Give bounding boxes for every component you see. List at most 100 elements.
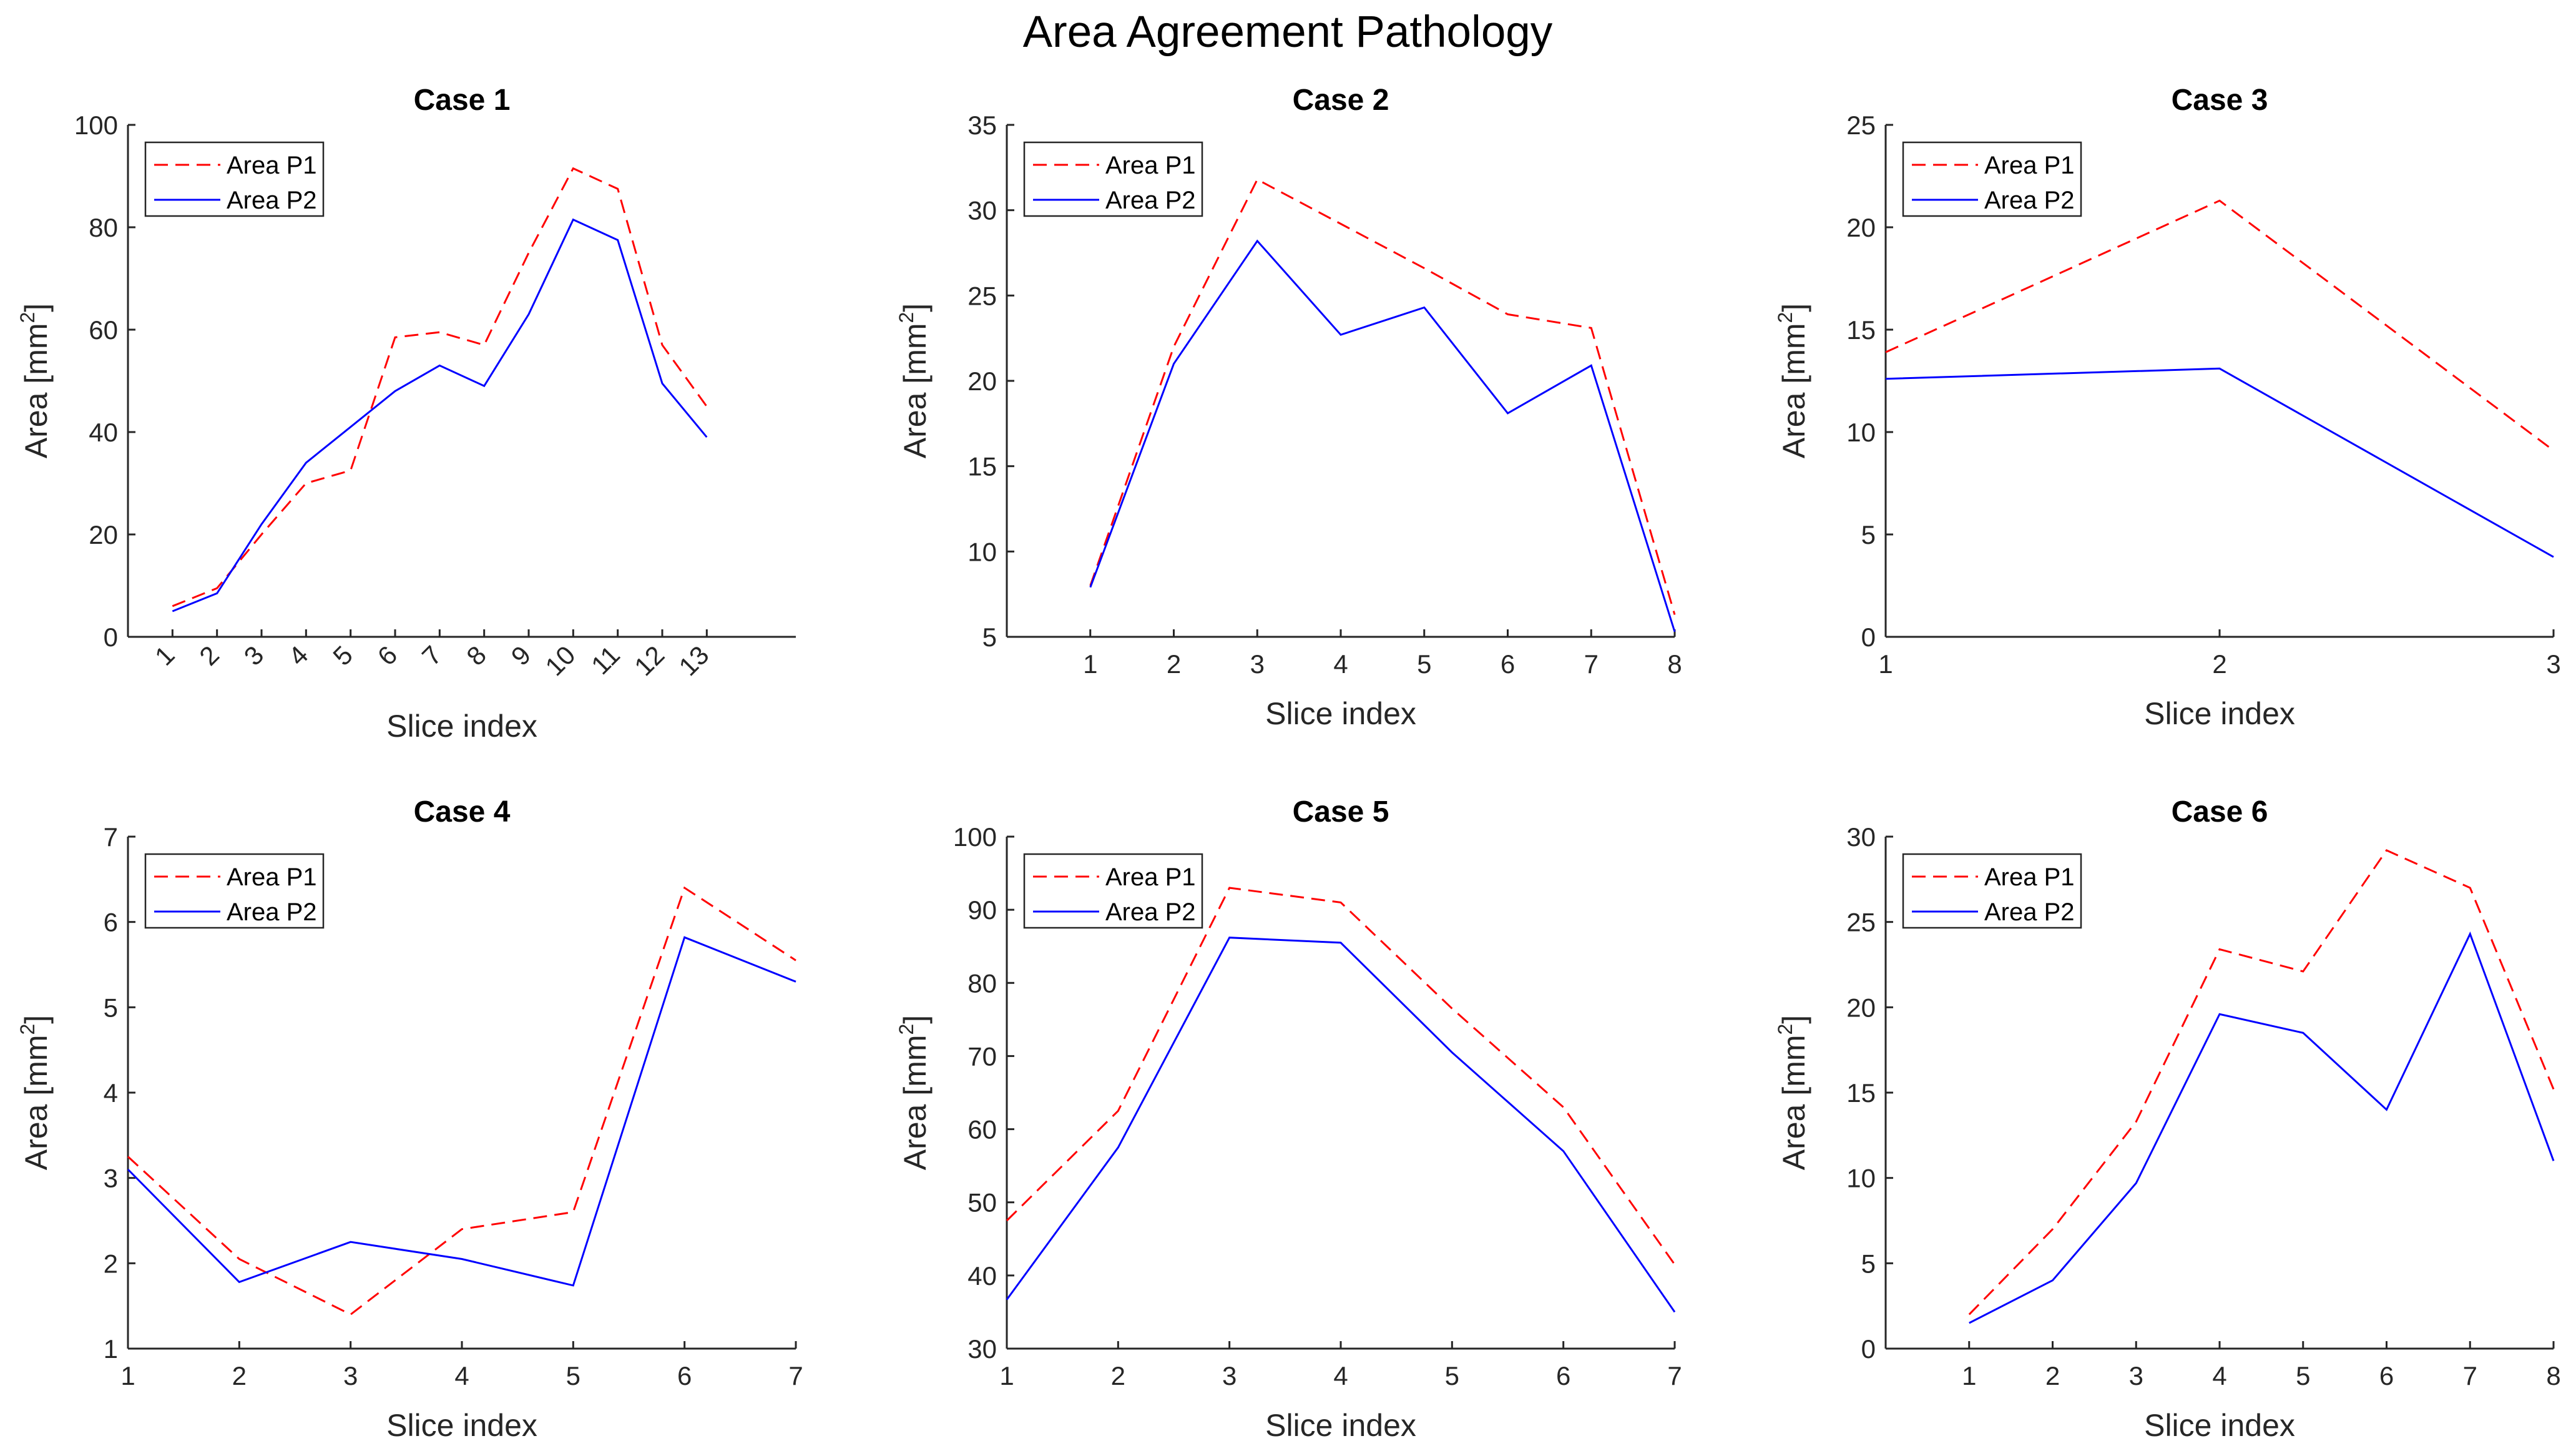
y-tick-label: 80 — [89, 213, 118, 242]
y-axis-label-sup: 2 — [895, 312, 918, 323]
y-tick-label: 10 — [967, 537, 997, 566]
y-tick-label: 80 — [967, 968, 997, 998]
y-axis-label-end: ] — [1776, 1015, 1811, 1024]
y-tick-label: 60 — [89, 315, 118, 345]
y-tick-label: 25 — [967, 281, 997, 310]
series-line-area-p2 — [1969, 931, 2555, 1324]
x-tick-label: 6 — [677, 1361, 692, 1390]
x-tick-label: 7 — [788, 1361, 803, 1390]
figure-title: Area Agreement Pathology — [1023, 7, 1553, 57]
x-tick-label: 6 — [1501, 649, 1515, 679]
y-tick-label: 5 — [1861, 1249, 1876, 1278]
y-tick-label: 0 — [104, 622, 118, 652]
y-axis-label: Area [mm2] — [16, 1015, 54, 1170]
y-axis-label-sup: 2 — [1774, 312, 1796, 323]
y-tick-label: 5 — [1861, 520, 1876, 549]
y-tick-label: 0 — [1861, 1334, 1876, 1364]
x-tick-label: 3 — [1222, 1361, 1237, 1390]
y-axis-label-end: ] — [19, 303, 54, 312]
y-axis-label-sup: 2 — [895, 1024, 918, 1035]
x-tick-label: 7 — [2463, 1361, 2477, 1390]
y-axis-label-text: Area [mm — [19, 1035, 54, 1171]
x-tick-label: 3 — [2129, 1361, 2143, 1390]
series-line-area-p1 — [1968, 849, 2555, 1316]
x-tick-label: 12 — [629, 640, 670, 681]
legend-label: Area P2 — [227, 898, 317, 926]
y-tick-label: 20 — [967, 366, 997, 396]
y-axis-label-text: Area [mm — [1776, 323, 1811, 459]
y-tick-label: 30 — [967, 196, 997, 225]
series-line-area-p1 — [1006, 887, 1676, 1266]
legend-label: Area P1 — [1105, 152, 1196, 179]
y-tick-label: 20 — [1846, 213, 1876, 242]
x-tick-label: 2 — [1167, 649, 1181, 679]
x-axis-label: Slice index — [386, 1408, 537, 1443]
y-axis-label: Area [mm2] — [1774, 1015, 1811, 1170]
x-tick-label: 4 — [2212, 1361, 2226, 1390]
x-tick-label: 8 — [2546, 1361, 2560, 1390]
y-tick-label: 25 — [1846, 111, 1876, 140]
x-tick-label: 3 — [238, 640, 270, 671]
y-axis-label-text: Area [mm — [1776, 1035, 1811, 1171]
x-tick-label: 1 — [999, 1361, 1014, 1390]
y-axis-label-text: Area [mm — [19, 323, 54, 459]
legend-label: Area P2 — [1984, 898, 2075, 926]
y-tick-label: 10 — [1846, 418, 1876, 447]
y-axis-label-sup: 2 — [16, 312, 39, 323]
series-line-area-p1 — [127, 886, 796, 1316]
legend-label: Area P1 — [1984, 863, 2075, 891]
y-tick-label: 20 — [1846, 993, 1876, 1022]
legend-box — [144, 141, 325, 217]
y-tick-label: 7 — [104, 822, 118, 852]
x-tick-label: 5 — [327, 640, 358, 671]
x-axis-label: Slice index — [1265, 696, 1416, 731]
y-tick-label: 4 — [104, 1078, 118, 1108]
x-tick-label: 8 — [461, 640, 492, 671]
x-tick-label: 1 — [120, 1361, 135, 1390]
y-tick-label: 15 — [967, 452, 997, 481]
x-tick-label: 6 — [1556, 1361, 1570, 1390]
x-tick-label: 1 — [1878, 649, 1893, 679]
y-tick-label: 40 — [967, 1261, 997, 1291]
x-tick-label: 6 — [2379, 1361, 2394, 1390]
y-tick-label: 90 — [967, 895, 997, 925]
panel-title: Case 4 — [414, 795, 511, 829]
x-tick-label: 2 — [1111, 1361, 1125, 1390]
y-axis-label-sup: 2 — [1774, 1024, 1796, 1035]
y-axis-label-end: ] — [898, 303, 933, 312]
y-axis-label: Area [mm2] — [1774, 303, 1811, 458]
x-axis-label: Slice index — [386, 709, 537, 744]
series-line-area-p2 — [1089, 239, 1676, 632]
y-tick-label: 35 — [967, 111, 997, 140]
y-tick-label: 6 — [104, 908, 118, 937]
series-line-area-p2 — [172, 218, 708, 612]
y-tick-label: 60 — [967, 1115, 997, 1144]
panel-title: Case 3 — [2172, 84, 2268, 117]
x-tick-label: 13 — [673, 640, 714, 681]
x-tick-label: 11 — [585, 640, 625, 680]
panel-title: Case 6 — [2172, 795, 2268, 829]
legend-label: Area P1 — [227, 152, 317, 179]
series-line-area-p1 — [1885, 199, 2554, 451]
y-axis-label-end: ] — [19, 1015, 54, 1024]
legend-label: Area P1 — [227, 863, 317, 891]
x-tick-label: 2 — [2045, 1361, 2060, 1390]
y-tick-label: 40 — [89, 418, 118, 447]
x-tick-label: 8 — [1667, 649, 1682, 679]
y-tick-label: 5 — [104, 993, 118, 1022]
y-tick-label: 30 — [967, 1334, 997, 1364]
y-tick-label: 100 — [74, 111, 118, 140]
x-tick-label: 1 — [1083, 649, 1097, 679]
x-tick-label: 5 — [1445, 1361, 1459, 1390]
x-tick-label: 4 — [454, 1361, 469, 1390]
y-axis-label-end: ] — [1776, 303, 1811, 312]
y-tick-label: 25 — [1846, 908, 1876, 937]
panel-title: Case 5 — [1293, 795, 1389, 829]
x-tick-label: 5 — [2296, 1361, 2310, 1390]
legend-label: Area P1 — [1105, 863, 1196, 891]
y-tick-label: 15 — [1846, 1078, 1876, 1108]
legend-box — [1023, 141, 1203, 217]
x-tick-label: 4 — [283, 640, 314, 671]
y-tick-label: 30 — [1846, 822, 1876, 852]
